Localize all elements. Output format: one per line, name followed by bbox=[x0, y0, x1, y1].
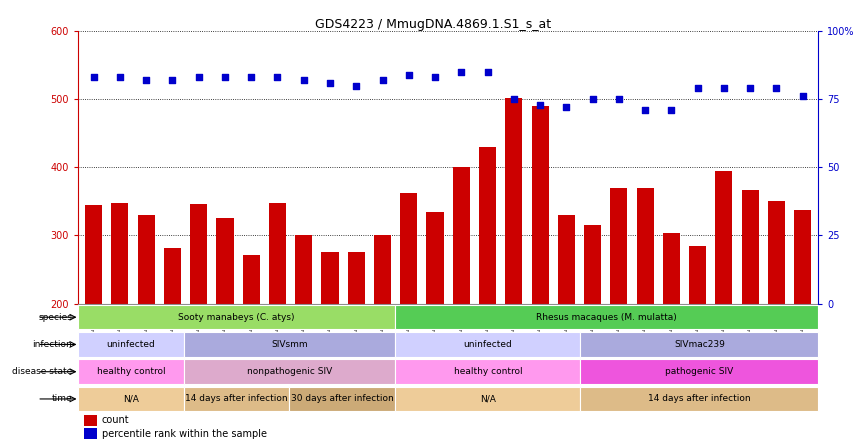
Text: Rhesus macaques (M. mulatta): Rhesus macaques (M. mulatta) bbox=[536, 313, 677, 322]
Bar bbox=[112, 203, 128, 440]
Bar bbox=[348, 253, 365, 440]
Text: healthy control: healthy control bbox=[96, 367, 165, 376]
Point bbox=[428, 74, 442, 81]
Text: uninfected: uninfected bbox=[107, 340, 155, 349]
Text: N/A: N/A bbox=[480, 394, 495, 404]
Bar bbox=[580, 360, 818, 384]
Point bbox=[402, 71, 416, 78]
Point bbox=[218, 74, 232, 81]
Text: Sooty manabeys (C. atys): Sooty manabeys (C. atys) bbox=[178, 313, 294, 322]
Bar bbox=[78, 332, 184, 357]
Point bbox=[638, 107, 652, 114]
Point bbox=[691, 85, 705, 92]
Bar bbox=[400, 193, 417, 440]
Text: species: species bbox=[38, 313, 72, 322]
Text: percentile rank within the sample: percentile rank within the sample bbox=[101, 429, 267, 439]
Point bbox=[376, 76, 390, 83]
Point bbox=[533, 101, 547, 108]
Point bbox=[796, 93, 810, 100]
Bar bbox=[374, 235, 391, 440]
Bar bbox=[580, 387, 818, 411]
Bar bbox=[479, 147, 496, 440]
Bar bbox=[164, 248, 181, 440]
Text: SIVsmm: SIVsmm bbox=[271, 340, 307, 349]
Bar bbox=[662, 234, 680, 440]
Bar bbox=[453, 167, 470, 440]
Bar bbox=[741, 190, 759, 440]
Bar bbox=[78, 305, 395, 329]
Bar bbox=[191, 204, 207, 440]
Point bbox=[270, 74, 284, 81]
Text: nonpathogenic SIV: nonpathogenic SIV bbox=[247, 367, 333, 376]
Text: SIVmac239: SIVmac239 bbox=[674, 340, 725, 349]
Point bbox=[244, 74, 258, 81]
Text: disease state: disease state bbox=[12, 367, 72, 376]
Point bbox=[507, 95, 520, 103]
Point bbox=[323, 79, 337, 87]
Bar bbox=[295, 235, 313, 440]
Point bbox=[559, 104, 573, 111]
Bar bbox=[395, 360, 580, 384]
Bar bbox=[216, 218, 234, 440]
Text: infection: infection bbox=[32, 340, 72, 349]
Bar bbox=[84, 428, 97, 440]
Bar bbox=[794, 210, 811, 440]
Point bbox=[349, 82, 363, 89]
Bar bbox=[426, 212, 443, 440]
Text: N/A: N/A bbox=[123, 394, 139, 404]
Text: uninfected: uninfected bbox=[463, 340, 512, 349]
Bar bbox=[715, 171, 733, 440]
Bar bbox=[584, 225, 601, 440]
Text: GDS4223 / MmugDNA.4869.1.S1_s_at: GDS4223 / MmugDNA.4869.1.S1_s_at bbox=[315, 18, 551, 31]
Point bbox=[769, 85, 783, 92]
Bar bbox=[78, 387, 184, 411]
Bar bbox=[395, 332, 580, 357]
Bar bbox=[184, 360, 395, 384]
Point bbox=[297, 76, 311, 83]
Text: 30 days after infection: 30 days after infection bbox=[291, 394, 394, 404]
Bar bbox=[289, 387, 395, 411]
Text: pathogenic SIV: pathogenic SIV bbox=[665, 367, 734, 376]
Bar bbox=[558, 215, 575, 440]
Bar bbox=[580, 332, 818, 357]
Point bbox=[481, 68, 494, 75]
Text: count: count bbox=[101, 415, 129, 425]
Bar bbox=[395, 305, 818, 329]
Point bbox=[743, 85, 757, 92]
Point bbox=[139, 76, 153, 83]
Bar bbox=[637, 188, 654, 440]
Text: time: time bbox=[51, 394, 72, 404]
Point bbox=[612, 95, 626, 103]
Point bbox=[165, 76, 179, 83]
Bar bbox=[138, 215, 155, 440]
Point bbox=[191, 74, 205, 81]
Point bbox=[664, 107, 678, 114]
Bar bbox=[184, 332, 395, 357]
Bar bbox=[689, 246, 706, 440]
Bar bbox=[84, 415, 97, 426]
Bar bbox=[768, 202, 785, 440]
Text: 14 days after infection: 14 days after infection bbox=[185, 394, 288, 404]
Text: healthy control: healthy control bbox=[454, 367, 522, 376]
Bar bbox=[242, 254, 260, 440]
Bar bbox=[505, 98, 522, 440]
Point bbox=[87, 74, 100, 81]
Bar bbox=[184, 387, 289, 411]
Point bbox=[113, 74, 127, 81]
Point bbox=[717, 85, 731, 92]
Bar bbox=[321, 253, 339, 440]
Bar bbox=[395, 387, 580, 411]
Point bbox=[455, 68, 469, 75]
Bar bbox=[611, 188, 627, 440]
Bar bbox=[85, 205, 102, 440]
Bar bbox=[532, 106, 548, 440]
Point bbox=[585, 95, 599, 103]
Text: 14 days after infection: 14 days after infection bbox=[648, 394, 751, 404]
Bar bbox=[269, 203, 286, 440]
Bar bbox=[78, 360, 184, 384]
